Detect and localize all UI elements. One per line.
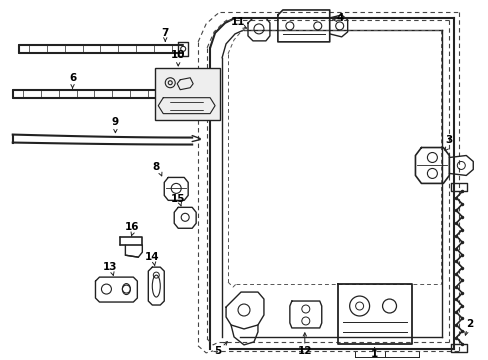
Text: 5: 5 [214,346,221,356]
Text: 15: 15 [171,194,185,204]
Text: 3: 3 [445,135,452,145]
Text: 16: 16 [125,222,139,232]
Text: 7: 7 [161,28,168,38]
Text: 8: 8 [152,162,160,172]
Text: 4: 4 [335,13,343,23]
Text: 14: 14 [144,252,159,262]
Text: 11: 11 [230,17,245,27]
Text: 10: 10 [171,50,185,60]
Text: 6: 6 [69,73,76,83]
Text: 13: 13 [103,262,118,272]
Text: 1: 1 [370,349,377,359]
Text: 9: 9 [112,117,119,127]
Text: 12: 12 [297,346,311,356]
Text: 2: 2 [465,319,472,329]
FancyBboxPatch shape [155,68,220,120]
